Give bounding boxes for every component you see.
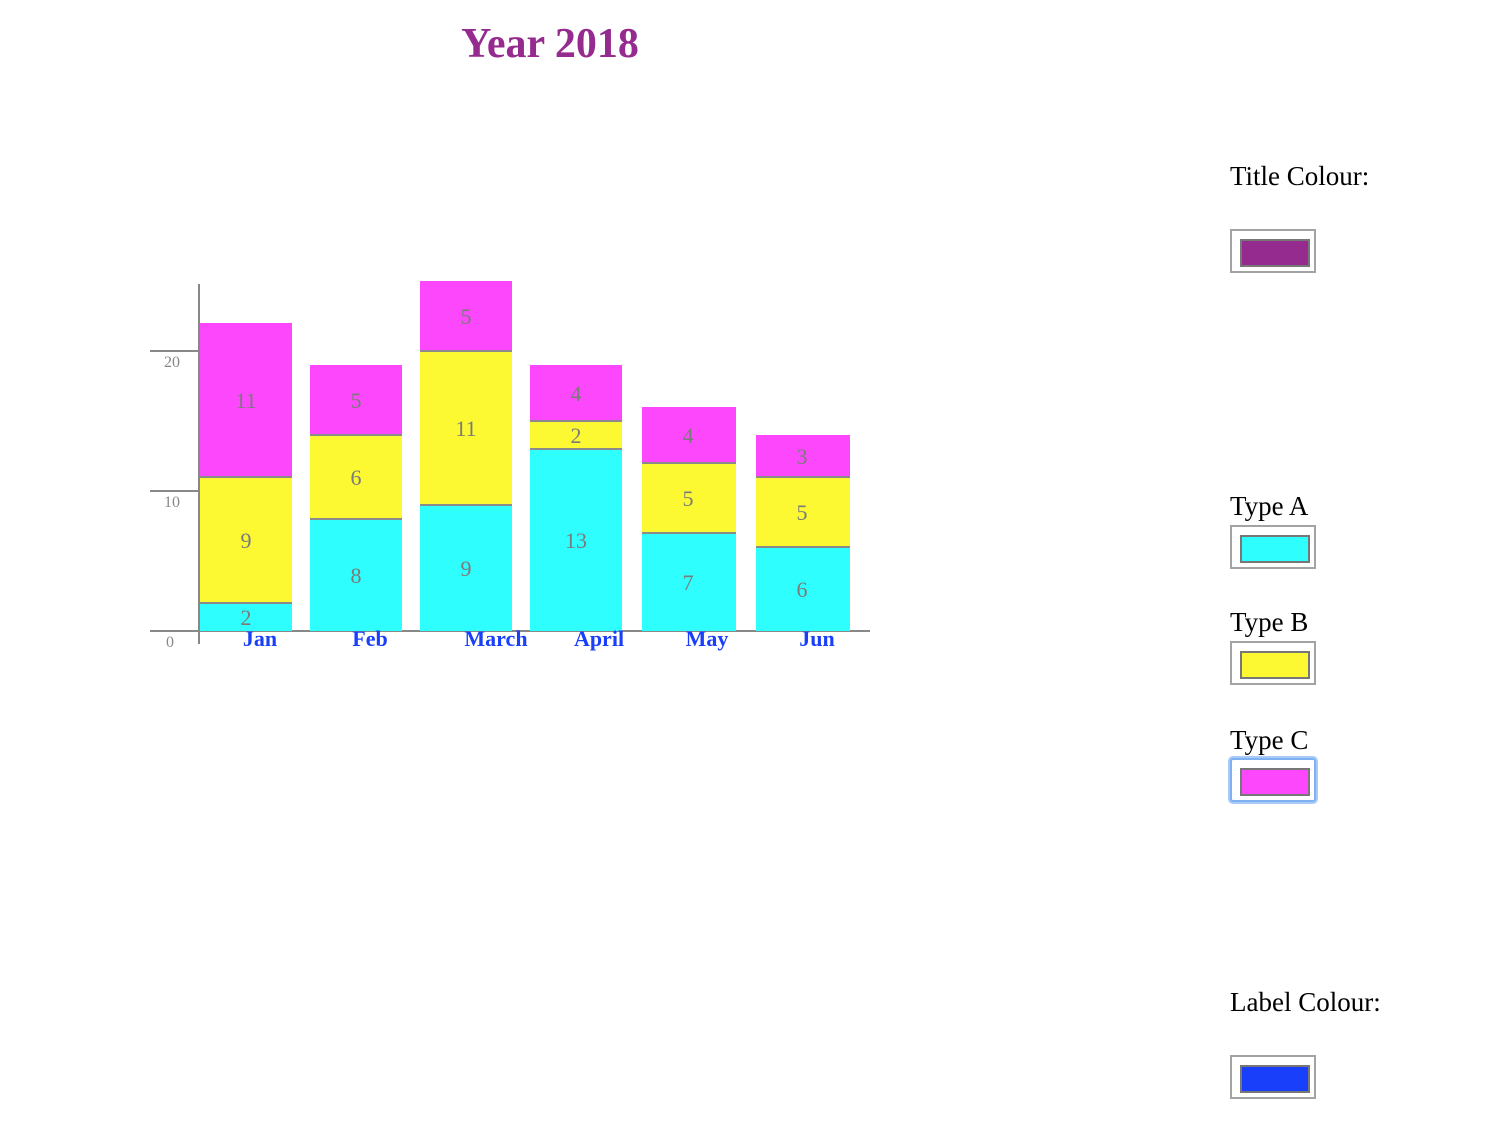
bar-value-label: 2	[241, 605, 252, 630]
x-tick-label: April	[574, 626, 624, 651]
label-colour-picker[interactable]	[1230, 1055, 1316, 1099]
value-labels-layer: 2 9 11 8 6 5 9 11 5 13 2 4 7 5 4 6 5 3	[235, 304, 807, 630]
x-tick-label: Jan	[243, 626, 277, 651]
bar-value-label: 4	[683, 423, 694, 448]
bar-segment	[310, 365, 402, 435]
type-c-colour-swatch	[1240, 768, 1310, 796]
type-b-colour-swatch	[1240, 651, 1310, 679]
bar-segment	[530, 449, 622, 631]
bar-value-label: 5	[461, 304, 472, 329]
bar-segment	[200, 603, 292, 631]
bar-segment	[200, 477, 292, 603]
bar-value-label: 5	[797, 500, 808, 525]
bar-segment	[200, 323, 292, 477]
bars-layer	[200, 281, 850, 631]
x-tick-label: May	[686, 626, 729, 651]
y-tick-label: 10	[164, 494, 180, 511]
bar-value-label: 9	[461, 556, 472, 581]
bar-value-label: 5	[351, 388, 362, 413]
bar-value-label: 4	[571, 381, 582, 406]
bar-value-label: 2	[571, 423, 582, 448]
bar-segment	[642, 463, 736, 533]
type-a-label: Type A	[1230, 491, 1309, 521]
x-tick-labels-layer: Jan Feb March April May Jun	[243, 626, 835, 651]
label-colour-swatch	[1240, 1065, 1310, 1093]
bar-value-label: 5	[683, 486, 694, 511]
type-c-label: Type C	[1230, 725, 1309, 755]
bar-value-label: 3	[797, 444, 808, 469]
bar-segment	[642, 533, 736, 631]
bar-value-label: 11	[455, 416, 476, 441]
title-colour-label: Title Colour:	[1230, 161, 1370, 191]
bar-value-label: 6	[351, 465, 362, 490]
bar-segment	[420, 505, 512, 631]
bar-segment	[756, 547, 850, 631]
bar-segment	[530, 365, 622, 421]
bar-value-label: 11	[235, 388, 256, 413]
x-tick-label: Jun	[799, 626, 834, 651]
type-a-colour-picker[interactable]	[1230, 525, 1316, 569]
bar-segment	[310, 519, 402, 631]
x-tick-label: Feb	[352, 626, 387, 651]
label-colour-label: Label Colour:	[1230, 987, 1381, 1017]
bar-segment	[756, 477, 850, 547]
bar-value-label: 7	[683, 570, 694, 595]
bar-value-label: 13	[565, 528, 587, 553]
y-tick-label: 0	[166, 634, 174, 651]
type-c-colour-picker[interactable]	[1230, 758, 1316, 802]
bar-segment	[756, 435, 850, 477]
type-a-colour-swatch	[1240, 535, 1310, 563]
bar-value-label: 9	[241, 528, 252, 553]
title-colour-picker[interactable]	[1230, 229, 1316, 273]
stacked-bar-chart: 2 9 11 8 6 5 9 11 5 13 2 4 7 5 4 6 5 3 Jan Feb March April Ma…	[150, 281, 870, 651]
bar-segment	[642, 407, 736, 463]
bar-segment	[530, 421, 622, 449]
chart-title: Year 2018	[461, 21, 639, 67]
bar-value-label: 6	[797, 577, 808, 602]
bar-segment	[420, 281, 512, 351]
bar-segment	[310, 435, 402, 519]
type-b-colour-picker[interactable]	[1230, 641, 1316, 685]
title-colour-swatch	[1240, 239, 1310, 267]
y-tick-labels-layer: 0 10 20	[164, 354, 180, 651]
x-tick-label: March	[464, 626, 527, 651]
type-b-label: Type B	[1230, 607, 1309, 637]
y-tick-label: 20	[164, 354, 180, 371]
bar-value-label: 8	[351, 563, 362, 588]
bar-segment	[420, 351, 512, 505]
